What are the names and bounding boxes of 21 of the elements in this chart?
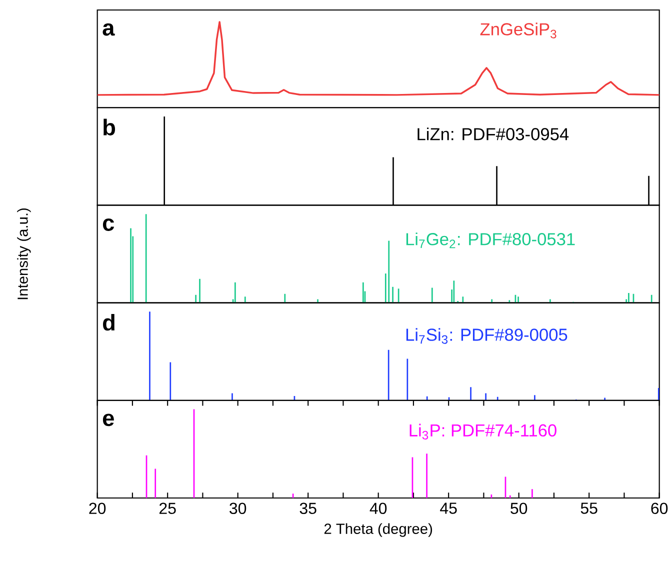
series-label: LiZn: PDF#03-0954 bbox=[418, 128, 569, 140]
x-tick-label: 30 bbox=[230, 502, 246, 514]
annotation: a bbox=[102, 23, 115, 36]
x-tick-label: 50 bbox=[510, 502, 528, 514]
x-tick-label: 20 bbox=[89, 502, 106, 514]
x-tick-label: 55 bbox=[580, 502, 598, 514]
series-label: ZnGeSiP$_{3}$ bbox=[480, 22, 556, 38]
x-tick-label: 25 bbox=[159, 502, 176, 514]
annotation: b bbox=[104, 118, 116, 136]
series-label: Li$_{7}$Ge$_{2}$: PDF#80-0531 bbox=[406, 232, 575, 248]
annotation: d bbox=[103, 314, 114, 331]
series-label: Li$_{7}$Si$_{3}$: PDF#89-0005 bbox=[406, 328, 568, 344]
x-tick-label: 60 bbox=[651, 502, 668, 514]
annotation: e bbox=[102, 414, 114, 426]
x-tick-label: 45 bbox=[440, 502, 457, 514]
series-label: Li$_{3}$P: PDF#74-1160 bbox=[410, 424, 556, 440]
y-axis-title: Intensity (a.u.) bbox=[17, 208, 31, 300]
annotation: c bbox=[102, 218, 114, 231]
x-axis-title: 2 Theta (degree) bbox=[324, 523, 432, 537]
x-tick-label: 35 bbox=[300, 502, 316, 514]
x-tick-label: 40 bbox=[370, 502, 387, 514]
